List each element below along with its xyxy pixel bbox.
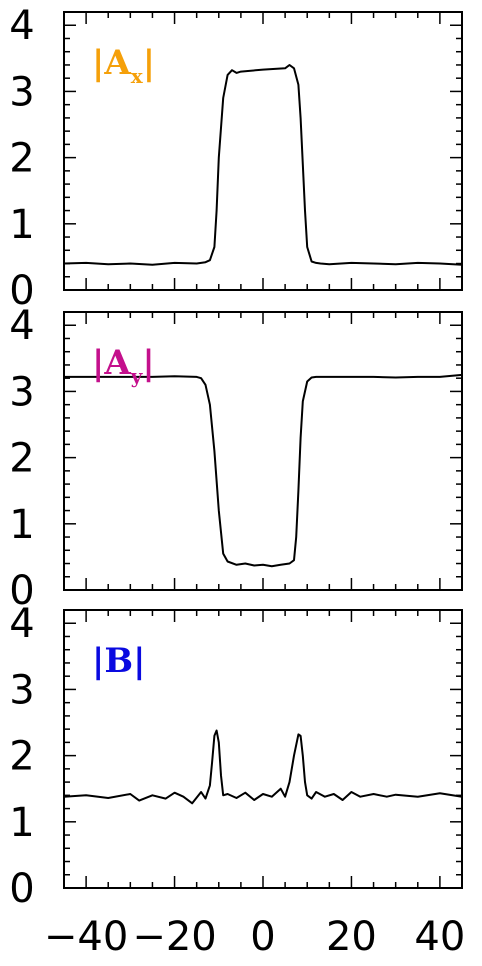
panel-label-main: |B| xyxy=(92,641,145,681)
y-tick-label: 1 xyxy=(9,202,34,248)
series-line-1 xyxy=(63,729,463,805)
panel-label-close: | xyxy=(142,343,154,383)
y-tick-label: 0 xyxy=(9,268,34,314)
y-tick-label: 0 xyxy=(9,568,34,614)
panel-label-main: |A xyxy=(92,343,131,383)
y-tick-label: 4 xyxy=(9,3,34,49)
y-tick-label: 2 xyxy=(9,136,34,182)
series-line-1 xyxy=(64,373,463,568)
y-tick-label: 4 xyxy=(9,303,34,349)
y-tick-label: 0 xyxy=(9,866,34,912)
y-tick-label: 3 xyxy=(9,369,34,415)
y-tick-label: 2 xyxy=(9,734,34,780)
x-tick-label: 0 xyxy=(250,914,275,960)
y-tick-label: 4 xyxy=(9,601,34,647)
panel-2: 0 1 2 3 4 |Ay| xyxy=(9,303,463,614)
x-tick-label: −20 xyxy=(132,914,216,960)
y-tick-label: 1 xyxy=(9,800,34,846)
panel-3: 0 1 2 3 4 |B| xyxy=(9,601,463,912)
x-tick-label: 40 xyxy=(414,914,465,960)
y-tick-label: 2 xyxy=(9,436,34,482)
x-axis-labels: −40 −20 0 20 40 xyxy=(44,914,465,960)
series-line-1 xyxy=(63,64,463,266)
panel-label: |B| xyxy=(92,641,145,681)
panel-label: |Ax| xyxy=(92,43,155,88)
panel-label-main: |A xyxy=(92,43,131,83)
x-tick-label: −40 xyxy=(44,914,128,960)
y-tick-label: 1 xyxy=(9,502,34,548)
x-tick-label: 20 xyxy=(326,914,377,960)
panel-label-subscript: x xyxy=(131,64,144,88)
panel-label-close: | xyxy=(143,43,155,83)
panel-label-subscript: y xyxy=(130,364,144,388)
panel-label: |Ay| xyxy=(92,343,155,388)
y-tick-label: 3 xyxy=(9,69,34,115)
panel-1: 0 1 2 3 4 |Ax| xyxy=(9,3,463,314)
y-tick-label: 3 xyxy=(9,667,34,713)
